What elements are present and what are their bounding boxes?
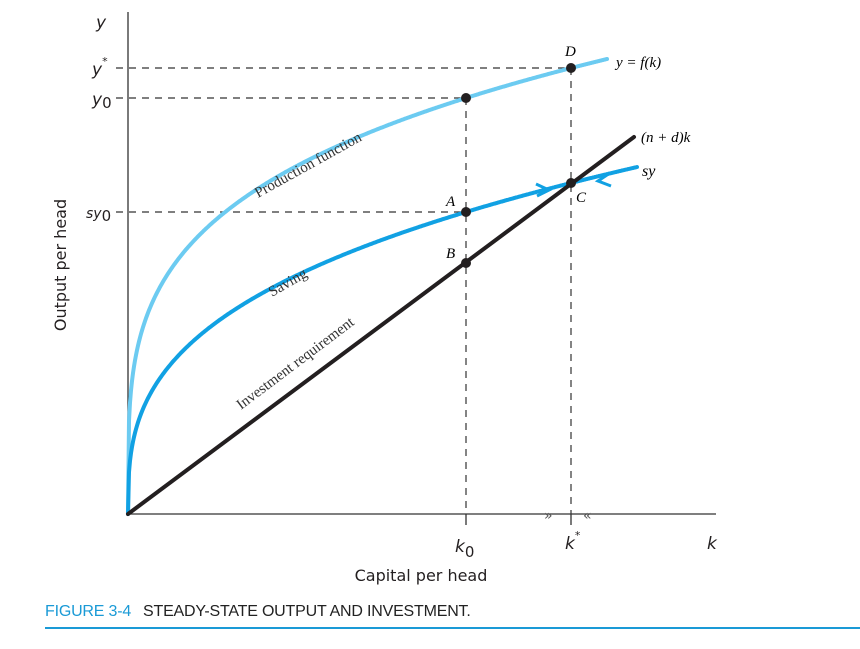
investment-label: Investment requirement — [234, 314, 358, 413]
point-a — [461, 207, 471, 217]
arrow-right-icon — [535, 182, 553, 198]
x-axis-title: Capital per head — [355, 566, 488, 585]
point-c — [566, 178, 576, 188]
tick-label-y-star: y* — [91, 55, 108, 80]
tick-label-k0: k0 — [455, 537, 474, 561]
point-d — [566, 63, 576, 73]
point-y0 — [461, 93, 471, 103]
label-c: C — [576, 190, 587, 206]
saving-label: Saving — [266, 266, 311, 301]
saving-curve — [126, 165, 639, 516]
saving-eq: sy — [642, 163, 656, 180]
label-d: D — [564, 44, 576, 60]
production-curve — [126, 57, 609, 516]
arrow-left-icon — [594, 171, 612, 188]
figure-caption: FIGURE 3-4 STEADY-STATE OUTPUT AND INVEST… — [45, 603, 471, 621]
caption-divider — [45, 627, 860, 629]
investment-eq: (n + d)k — [641, 130, 691, 146]
tick-label-k-star: k* — [565, 529, 581, 554]
y-axis-title: Output per head — [51, 199, 70, 331]
label-a: A — [445, 194, 456, 210]
tick-label-sy0: sy0 — [86, 206, 111, 225]
production-label: Production function — [252, 129, 365, 201]
x-axis-symbol: k — [707, 534, 718, 554]
point-b — [461, 258, 471, 268]
figure-title: STEADY-STATE OUTPUT AND INVESTMENT. — [143, 603, 471, 620]
left-chevrons-icon: « — [583, 508, 592, 524]
y-axis-symbol: y — [95, 13, 107, 33]
production-eq: y = f(k) — [614, 55, 661, 71]
figure-number: FIGURE 3-4 — [45, 603, 132, 620]
tick-label-y0: y0 — [91, 90, 112, 112]
investment-line — [126, 135, 636, 516]
right-chevrons-icon: » — [544, 508, 553, 524]
label-b: B — [446, 246, 455, 262]
